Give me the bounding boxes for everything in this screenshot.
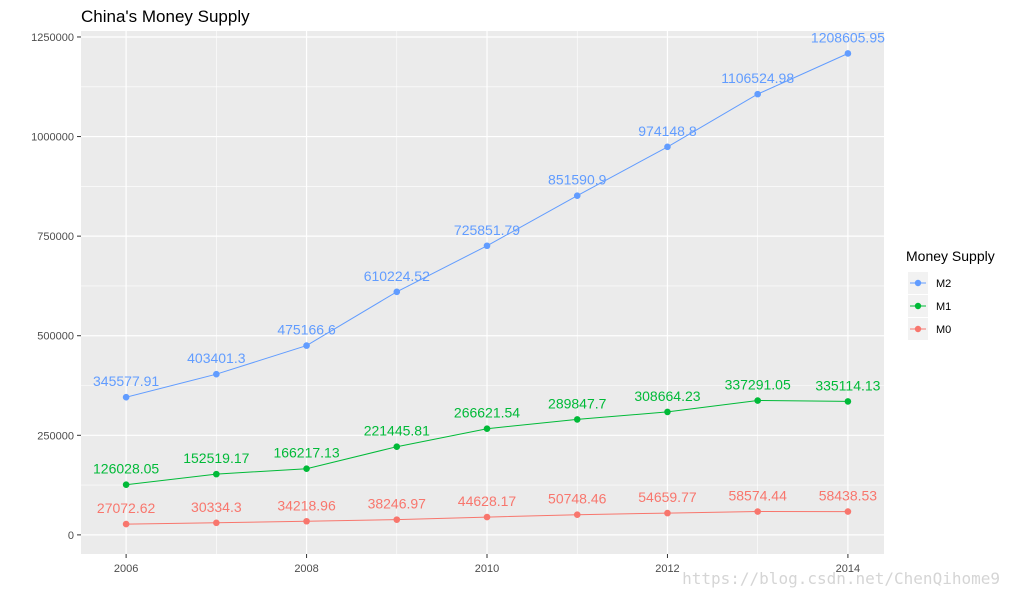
data-label-m2: 725851.79 bbox=[454, 222, 520, 238]
data-series bbox=[122, 50, 852, 528]
data-labels: 345577.91 403401.3 475166.6 610224.52 725851… bbox=[93, 29, 885, 516]
data-label-m1: 152519.17 bbox=[183, 450, 249, 466]
data-point-m1 bbox=[303, 465, 310, 472]
data-label-m0: 58574.44 bbox=[728, 488, 787, 504]
data-label-m1: 335114.13 bbox=[815, 377, 880, 393]
data-label-m1: 166217.13 bbox=[273, 445, 339, 461]
data-label-m1: 289847.7 bbox=[548, 395, 607, 411]
x-tick-label: 2014 bbox=[836, 563, 860, 575]
x-tick-label: 2008 bbox=[294, 563, 318, 575]
data-point-m1 bbox=[573, 416, 581, 423]
data-point-m1 bbox=[483, 425, 491, 432]
data-label-m0: 38246.97 bbox=[368, 496, 427, 512]
data-label-m0: 30334.3 bbox=[191, 499, 242, 515]
data-point-m0 bbox=[664, 509, 671, 517]
data-point-m2 bbox=[754, 90, 761, 98]
data-point-m1 bbox=[393, 443, 401, 450]
axes: 0 250000 500000 750000 1000000 1250000 2006 200… bbox=[31, 32, 860, 575]
data-label-m1: 221445.81 bbox=[364, 423, 430, 439]
data-label-m2: 475166.6 bbox=[277, 322, 336, 338]
data-label-m0: 54659.77 bbox=[638, 489, 697, 505]
data-point-m1 bbox=[664, 408, 671, 416]
data-label-m0: 58438.53 bbox=[819, 488, 878, 504]
data-point-m0 bbox=[573, 511, 581, 518]
x-tick-label: 2012 bbox=[655, 563, 679, 575]
data-point-m0 bbox=[844, 508, 852, 515]
y-tick-label: 250000 bbox=[37, 430, 74, 442]
data-point-m0 bbox=[122, 520, 130, 528]
data-label-m1: 126028.05 bbox=[93, 461, 159, 477]
data-point-m0 bbox=[303, 517, 310, 525]
legend-label-m0: M0 bbox=[936, 324, 951, 336]
data-point-m2 bbox=[122, 393, 130, 401]
grid-lines bbox=[81, 31, 884, 554]
y-tick-label: 500000 bbox=[37, 331, 74, 343]
legend: Money Supply M2 M1 M0 bbox=[906, 248, 995, 340]
plot-panel bbox=[81, 31, 884, 554]
y-tick-label: 0 bbox=[68, 530, 74, 542]
y-tick-label: 750000 bbox=[37, 231, 74, 243]
data-label-m2: 345577.91 bbox=[93, 373, 159, 389]
x-tick-label: 2006 bbox=[114, 563, 138, 575]
data-label-m2: 1106524.98 bbox=[721, 70, 794, 86]
data-point-m0 bbox=[213, 519, 220, 527]
data-label-m1: 337291.05 bbox=[725, 377, 791, 393]
watermark-text: https://blog.csdn.net/ChenQihome9 bbox=[682, 569, 1000, 588]
data-point-m2 bbox=[664, 143, 671, 151]
legend-key-point-m2 bbox=[914, 279, 922, 287]
data-label-m0: 50748.46 bbox=[548, 491, 607, 507]
legend-key-point-m1 bbox=[914, 302, 922, 310]
data-point-m0 bbox=[393, 516, 401, 523]
data-point-m2 bbox=[483, 242, 491, 250]
data-point-m1 bbox=[844, 398, 852, 405]
legend-key-point-m0 bbox=[914, 325, 922, 333]
data-point-m2 bbox=[844, 50, 852, 57]
data-label-m2: 1208605.95 bbox=[811, 29, 885, 45]
data-label-m2: 403401.3 bbox=[187, 350, 246, 366]
data-point-m2 bbox=[393, 288, 401, 296]
y-tick-label: 1000000 bbox=[31, 132, 74, 144]
data-label-m2: 974148.8 bbox=[638, 123, 697, 139]
data-point-m0 bbox=[754, 508, 761, 515]
data-label-m0: 44628.17 bbox=[458, 493, 517, 509]
data-label-m0: 34218.96 bbox=[277, 497, 336, 513]
data-point-m1 bbox=[213, 470, 220, 478]
data-point-m2 bbox=[213, 370, 220, 378]
data-label-m2: 610224.52 bbox=[364, 268, 430, 284]
legend-title: Money Supply bbox=[906, 248, 995, 264]
data-label-m1: 266621.54 bbox=[454, 405, 520, 421]
data-label-m0: 27072.62 bbox=[97, 500, 156, 516]
y-tick-label: 1250000 bbox=[31, 32, 74, 44]
data-point-m2 bbox=[573, 192, 581, 199]
data-label-m1: 308664.23 bbox=[634, 388, 700, 404]
data-label-m2: 851590.9 bbox=[548, 172, 607, 188]
data-point-m1 bbox=[754, 397, 761, 404]
legend-label-m2: M2 bbox=[936, 278, 951, 290]
chart-title: China's Money Supply bbox=[81, 7, 250, 26]
data-point-m0 bbox=[483, 513, 491, 521]
data-point-m2 bbox=[303, 342, 310, 349]
data-point-m1 bbox=[122, 481, 130, 488]
legend-label-m1: M1 bbox=[936, 301, 951, 313]
x-tick-label: 2010 bbox=[475, 563, 499, 575]
